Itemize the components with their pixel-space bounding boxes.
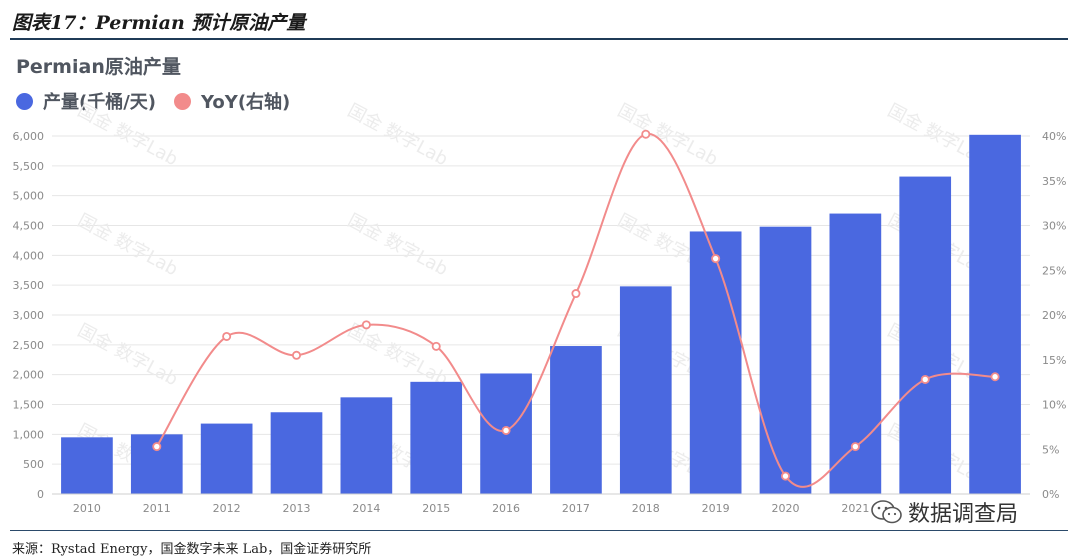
yoy-point (431, 341, 441, 351)
bar (61, 437, 113, 494)
y-right-tick-label: 25% (1042, 264, 1066, 277)
bar (899, 176, 952, 494)
y-left-tick-label: 1,500 (13, 399, 45, 412)
y-right-tick-label: 0% (1042, 488, 1059, 501)
bar (200, 423, 253, 494)
bar (759, 226, 812, 494)
x-tick-label: 2011 (143, 502, 171, 515)
y-right-tick-label: 35% (1042, 175, 1066, 188)
wechat-account-name: 数据调查局 (908, 502, 1019, 527)
wechat-icon (871, 500, 902, 524)
y-right-tick-label: 15% (1042, 354, 1066, 367)
yoy-point (361, 320, 371, 330)
watermark-text: 国金 数字Lab (74, 100, 181, 170)
y-right-tick-label: 30% (1042, 220, 1066, 233)
x-tick-label: 2017 (562, 502, 590, 515)
x-tick-label: 2016 (492, 502, 520, 515)
bar (829, 213, 882, 495)
y-right-tick-label: 5% (1042, 443, 1059, 456)
chart-title: Permian原油产量 (16, 56, 181, 78)
watermark-text: 国金 数字Lab (344, 320, 451, 390)
watermark-text: 国金 数字Lab (614, 100, 721, 170)
x-tick-label: 2010 (73, 502, 101, 515)
source-note: 来源：Rystad Energy，国金数字未来 Lab，国金证券研究所 (12, 542, 372, 557)
y-left-tick-label: 500 (23, 458, 44, 471)
y-left-tick-label: 0 (37, 488, 44, 501)
legend-label-yoy: YoY(右轴) (201, 92, 291, 113)
y-left-tick-label: 4,000 (13, 249, 45, 262)
wechat-watermark: 数据调查局 (870, 496, 1018, 528)
bar (270, 412, 323, 494)
y-right-tick-label: 10% (1042, 399, 1066, 412)
bottom-divider (10, 530, 1068, 531)
y-left-tick-label: 2,000 (13, 369, 45, 382)
yoy-point (850, 442, 860, 452)
watermark-text: 国金 数字Lab (74, 320, 181, 390)
bar (550, 346, 602, 494)
yoy-point (711, 254, 721, 264)
y-left-tick-label: 5,500 (13, 160, 45, 173)
yoy-point (222, 331, 232, 341)
x-tick-label: 2019 (702, 502, 730, 515)
figure-title: 图表17：Permian 预计原油产量 (12, 12, 306, 34)
watermark-text: 国金 数字Lab (74, 210, 181, 280)
yoy-point (571, 289, 581, 299)
y-left-tick-label: 5,000 (13, 190, 45, 203)
x-tick-label: 2012 (213, 502, 241, 515)
x-tick-label: 2014 (352, 502, 380, 515)
legend-item-production: 产量(千桶/天) (16, 88, 156, 114)
x-tick-label: 2018 (632, 502, 660, 515)
watermark-text: 国金 数字Lab (344, 210, 451, 280)
x-tick-label: 2021 (841, 502, 869, 515)
y-right-tick-label: 20% (1042, 309, 1066, 322)
watermark-text: 国金 数字Lab (344, 100, 451, 170)
y-left-tick-label: 2,500 (13, 339, 45, 352)
yoy-point (501, 425, 511, 435)
y-left-tick-label: 4,500 (13, 220, 45, 233)
legend-swatch-production (16, 92, 33, 110)
chart-legend: 产量(千桶/天) YoY(右轴) (16, 88, 308, 114)
yoy-point (641, 129, 651, 139)
yoy-point (990, 372, 1000, 382)
x-tick-label: 2013 (283, 502, 311, 515)
y-right-tick-label: 40% (1042, 130, 1066, 143)
x-tick-label: 2020 (772, 502, 800, 515)
yoy-point (152, 442, 162, 452)
bar (689, 231, 742, 494)
bar (340, 397, 393, 494)
x-tick-label: 2015 (422, 502, 450, 515)
bar (619, 286, 672, 494)
yoy-point (781, 471, 791, 481)
yoy-point (291, 350, 301, 360)
legend-label-production: 产量(千桶/天) (43, 92, 157, 113)
top-divider (10, 38, 1068, 40)
y-left-tick-label: 6,000 (13, 130, 45, 143)
bar (410, 381, 463, 494)
legend-swatch-yoy (174, 92, 192, 110)
bar (969, 134, 1021, 494)
y-left-tick-label: 3,500 (13, 279, 45, 292)
legend-item-yoy: YoY(右轴) (174, 88, 290, 114)
y-left-tick-label: 1,000 (13, 428, 45, 441)
y-left-tick-label: 3,000 (13, 309, 45, 322)
yoy-point (920, 374, 930, 384)
